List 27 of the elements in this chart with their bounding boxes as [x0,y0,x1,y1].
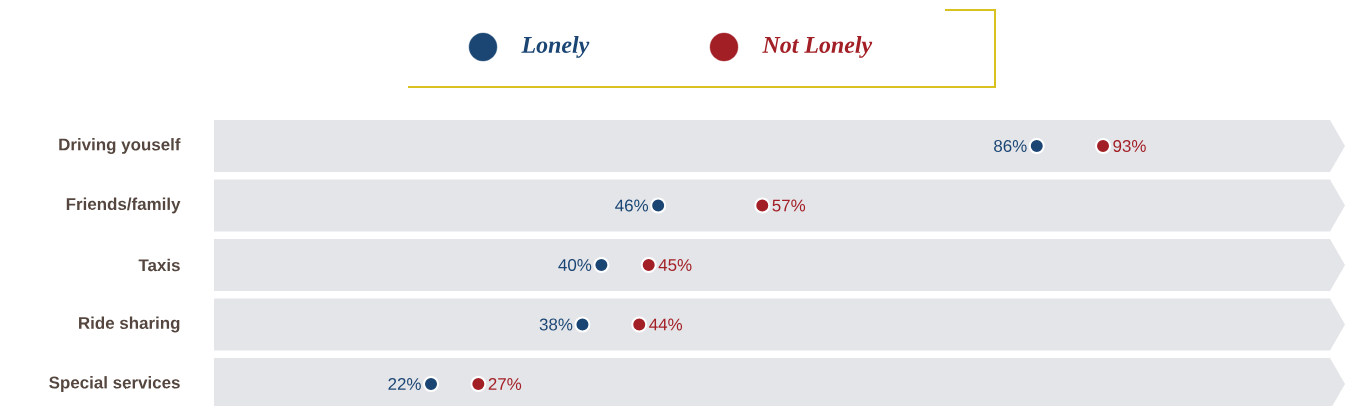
legend-label: Not Lonely [762,36,873,58]
data-label: 45% [658,259,692,271]
point [650,197,667,214]
y-tick-label: Taxis [138,258,180,272]
legend-label: Lonely [521,36,590,58]
y-tick-label: Driving youself [59,138,181,154]
data-label: 22% [388,378,421,390]
data-label: 46% [615,199,649,212]
data-label: 44% [649,318,683,331]
data-label: 38% [539,318,573,331]
y-tick-label: Friends/family [66,197,181,214]
data-label: 86% [994,140,1027,152]
data-label: 57% [772,199,806,212]
data-label: 40% [558,259,592,271]
point [1095,138,1112,154]
point [640,257,657,273]
point [631,316,648,333]
point [593,257,610,273]
y-tick-label: Special services [49,376,180,392]
point [754,197,771,214]
point [1028,138,1045,154]
data-label: 93% [1113,140,1146,152]
data-label: 27% [488,378,522,390]
point [470,376,487,392]
point [574,316,591,333]
y-tick-label: Ride sharing [79,316,180,333]
point [423,376,440,392]
